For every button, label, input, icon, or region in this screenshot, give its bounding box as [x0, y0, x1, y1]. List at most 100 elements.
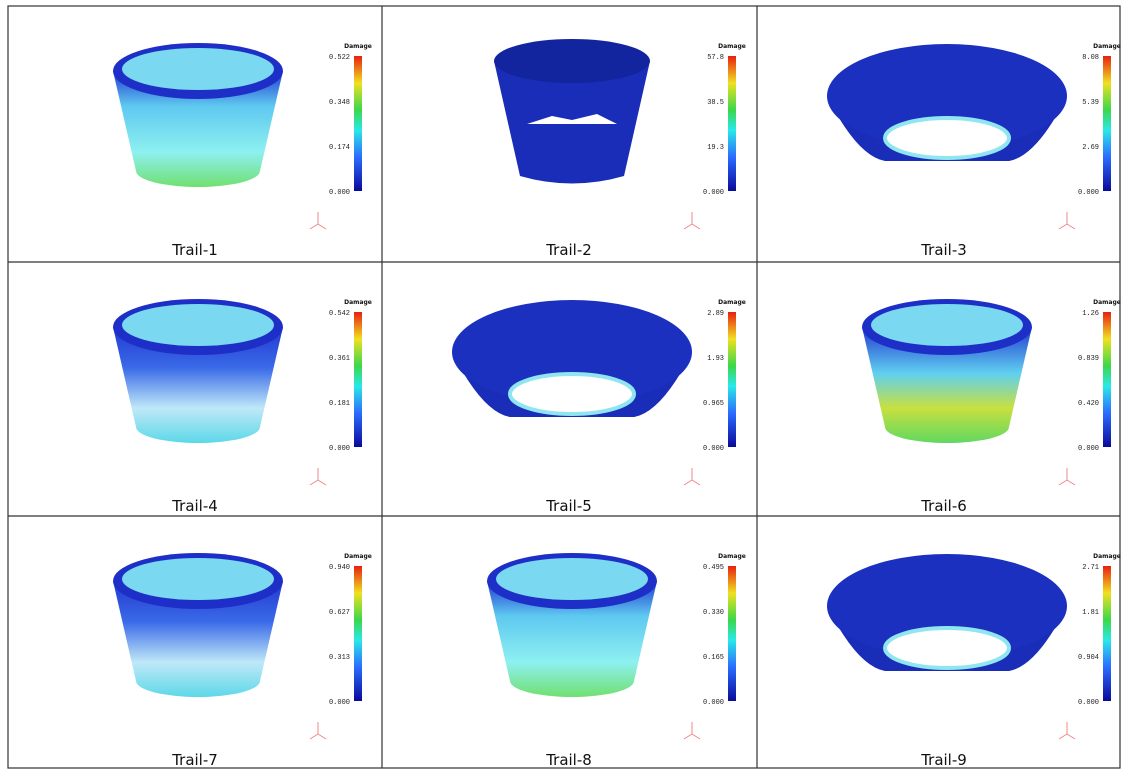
- legend-tick-label: 0.627: [329, 609, 350, 617]
- axis-triad: [1059, 722, 1075, 739]
- damage-contour: [113, 299, 283, 443]
- legend-tick-label: 0.522: [329, 54, 350, 62]
- triad: [684, 722, 700, 739]
- color-bar: [728, 312, 736, 447]
- color-bar: [354, 56, 362, 191]
- legend-tick-label: 0.000: [703, 189, 724, 197]
- caption: Trail-4: [171, 497, 218, 515]
- legend-tick-label: 0.000: [329, 699, 350, 707]
- panel: Damage 2.71 1.81 0.904 0.000 Trail-9: [827, 553, 1121, 769]
- legend-tick-label: 0.495: [703, 564, 724, 572]
- legend-tick-label: 0.174: [329, 144, 350, 152]
- legend-title: Damage: [344, 553, 372, 560]
- legend-tick-label: 0.965: [703, 400, 724, 408]
- damage-contour: [494, 39, 650, 184]
- legend-tick-label: 0.330: [703, 609, 724, 617]
- cup-inside: [122, 304, 274, 346]
- damage-contour: [827, 554, 1067, 671]
- axis-triad: [684, 722, 700, 739]
- color-bar: [354, 566, 362, 701]
- axis-triad: [310, 212, 326, 229]
- color-bar: [1103, 566, 1111, 701]
- legend-tick-label: 0.000: [703, 699, 724, 707]
- triad: [684, 212, 700, 229]
- axis-triad: [310, 722, 326, 739]
- legend-tick-label: 1.93: [707, 355, 724, 363]
- funnel-hole: [885, 628, 1009, 668]
- tube-top: [494, 39, 650, 83]
- legend-tick-label: 0.000: [1078, 445, 1099, 453]
- triad: [1059, 722, 1075, 739]
- legend-tick-label: 0.181: [329, 400, 350, 408]
- panel: Damage 0.940 0.627 0.313 0.000 Trail-7: [113, 553, 372, 769]
- damage-contour: [452, 300, 692, 417]
- funnel-hole: [510, 374, 634, 414]
- legend-tick-label: 2.89: [707, 310, 724, 318]
- legend-tick-label: 0.000: [703, 445, 724, 453]
- axis-triad: [1059, 212, 1075, 229]
- color-bar: [1103, 56, 1111, 191]
- panel: Damage 0.495 0.330 0.165 0.000 Trail-8: [487, 553, 746, 769]
- legend-title: Damage: [718, 43, 746, 50]
- cup-inside: [871, 304, 1023, 346]
- legend-tick-label: 0.000: [1078, 189, 1099, 197]
- funnel-hole: [885, 118, 1009, 158]
- color-bar: [1103, 312, 1111, 447]
- legend-title: Damage: [344, 299, 372, 306]
- axis-triad: [684, 468, 700, 485]
- damage-contour: [827, 44, 1067, 161]
- legend-tick-label: 0.940: [329, 564, 350, 572]
- legend-tick-label: 0.000: [329, 189, 350, 197]
- triad: [1059, 212, 1075, 229]
- cup-inside: [496, 558, 648, 600]
- damage-contour: [113, 43, 283, 187]
- color-bar: [354, 312, 362, 447]
- legend-title: Damage: [1093, 43, 1121, 50]
- damage-contour: [862, 299, 1032, 443]
- legend-title: Damage: [718, 299, 746, 306]
- legend-tick-label: 1.26: [1082, 310, 1099, 318]
- caption: Trail-9: [920, 751, 967, 769]
- legend-tick-label: 0.165: [703, 654, 724, 662]
- legend-tick-label: 38.5: [707, 99, 724, 107]
- caption: Trail-8: [545, 751, 592, 769]
- caption: Trail-7: [171, 751, 218, 769]
- axis-triad: [1059, 468, 1075, 485]
- legend-tick-label: 0.348: [329, 99, 350, 107]
- damage-contour: [487, 553, 657, 697]
- legend-tick-label: 0.904: [1078, 654, 1099, 662]
- damage-contour: [113, 553, 283, 697]
- caption: Trail-2: [545, 241, 592, 259]
- axis-triad: [684, 212, 700, 229]
- cup-inside: [122, 48, 274, 90]
- legend-tick-label: 0.000: [1078, 699, 1099, 707]
- legend-tick-label: 2.69: [1082, 144, 1099, 152]
- triad: [1059, 468, 1075, 485]
- legend-tick-label: 0.313: [329, 654, 350, 662]
- triad: [310, 212, 326, 229]
- legend-tick-label: 8.08: [1082, 54, 1099, 62]
- legend-tick-label: 0.361: [329, 355, 350, 363]
- triad: [310, 468, 326, 485]
- legend-title: Damage: [718, 553, 746, 560]
- figure: Damage 0.522 0.348 0.174 0.000 Trail-1 Damage 5…: [0, 0, 1128, 769]
- legend-tick-label: 0.839: [1078, 355, 1099, 363]
- legend-title: Damage: [1093, 553, 1121, 560]
- legend-tick-label: 2.71: [1082, 564, 1099, 572]
- caption: Trail-6: [920, 497, 967, 515]
- triad: [310, 722, 326, 739]
- legend-tick-label: 1.81: [1082, 609, 1099, 617]
- caption: Trail-5: [545, 497, 592, 515]
- cup-inside: [122, 558, 274, 600]
- triad: [684, 468, 700, 485]
- legend-tick-label: 19.3: [707, 144, 724, 152]
- color-bar: [728, 566, 736, 701]
- color-bar: [728, 56, 736, 191]
- legend-tick-label: 5.39: [1082, 99, 1099, 107]
- caption: Trail-1: [171, 241, 218, 259]
